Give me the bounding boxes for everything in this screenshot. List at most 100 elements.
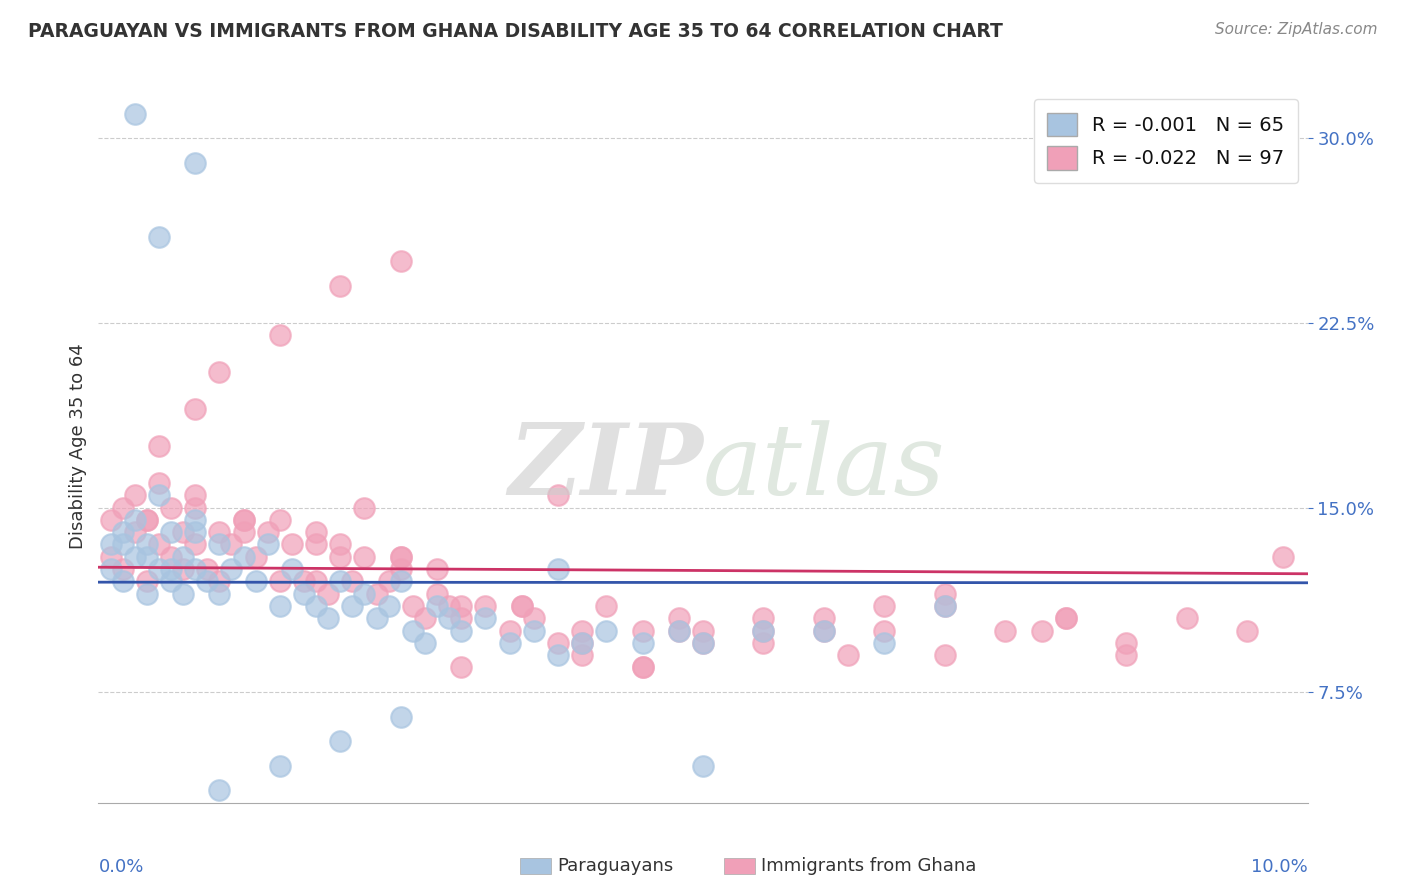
Point (208, 537, 231, 551)
Point (547, 488, 569, 502)
Point (474, 599, 496, 613)
Point (305, 525, 328, 540)
Point (437, 599, 460, 613)
Point (426, 562, 449, 576)
Point (135, 549, 157, 564)
Point (402, 599, 425, 613)
Point (1175, 611, 1198, 625)
Point (1054, 611, 1077, 625)
Point (269, 574, 291, 589)
Point (342, 599, 364, 613)
Point (547, 636, 569, 650)
Point (329, 279, 352, 293)
Point (752, 636, 775, 650)
Point (353, 549, 375, 564)
Text: 0.0%: 0.0% (98, 858, 143, 876)
Point (450, 660, 472, 674)
Point (148, 230, 170, 244)
Point (752, 611, 775, 625)
Point (100, 562, 122, 576)
Point (1115, 648, 1137, 662)
Point (353, 500, 375, 515)
Point (450, 599, 472, 613)
Point (353, 587, 375, 601)
Point (269, 513, 291, 527)
Point (692, 759, 714, 773)
Point (124, 525, 146, 540)
Point (160, 549, 183, 564)
Point (1054, 611, 1077, 625)
Point (329, 537, 352, 551)
Point (172, 549, 194, 564)
Point (305, 537, 328, 551)
Point (631, 636, 654, 650)
Point (402, 624, 425, 638)
Point (111, 525, 134, 540)
Point (100, 549, 122, 564)
Text: atlas: atlas (703, 420, 946, 515)
Point (269, 759, 291, 773)
Point (195, 574, 218, 589)
Point (813, 624, 835, 638)
Point (269, 328, 291, 343)
Point (232, 513, 254, 527)
Point (631, 660, 654, 674)
Point (426, 587, 449, 601)
Point (934, 648, 956, 662)
Point (692, 624, 714, 638)
Point (1115, 636, 1137, 650)
Point (172, 562, 194, 576)
Point (692, 636, 714, 650)
Point (813, 611, 835, 625)
Point (269, 599, 291, 613)
Point (934, 599, 956, 613)
Point (450, 624, 472, 638)
Point (389, 574, 412, 589)
Point (316, 587, 339, 601)
Point (135, 537, 157, 551)
Text: 10.0%: 10.0% (1251, 858, 1308, 876)
Point (873, 624, 896, 638)
Point (184, 488, 207, 502)
Point (208, 365, 231, 379)
Point (389, 562, 412, 576)
Point (813, 624, 835, 638)
Point (571, 636, 593, 650)
Point (148, 562, 170, 576)
Point (523, 624, 546, 638)
Text: ZIP: ZIP (508, 419, 703, 516)
Point (934, 599, 956, 613)
Point (1031, 624, 1053, 638)
Point (377, 599, 399, 613)
Point (752, 624, 775, 638)
Point (184, 500, 207, 515)
Point (377, 574, 399, 589)
Point (474, 611, 496, 625)
Point (413, 636, 436, 650)
Point (256, 525, 278, 540)
Point (245, 574, 267, 589)
Point (221, 537, 243, 551)
Point (389, 549, 412, 564)
Point (498, 624, 520, 638)
Point (148, 439, 170, 453)
Point (547, 648, 569, 662)
Point (329, 549, 352, 564)
Point (135, 574, 157, 589)
Point (148, 537, 170, 551)
Point (329, 574, 352, 589)
Text: Immigrants from Ghana: Immigrants from Ghana (761, 857, 976, 875)
Point (208, 783, 231, 797)
Point (111, 500, 134, 515)
Point (1272, 549, 1295, 564)
Point (934, 587, 956, 601)
Point (595, 624, 617, 638)
Legend: R = -0.001   N = 65, R = -0.022   N = 97: R = -0.001 N = 65, R = -0.022 N = 97 (1033, 99, 1298, 184)
Point (135, 513, 157, 527)
Y-axis label: Disability Age 35 to 64: Disability Age 35 to 64 (69, 343, 87, 549)
Point (305, 574, 328, 589)
Point (837, 648, 859, 662)
Point (498, 636, 520, 650)
Point (450, 611, 472, 625)
Point (595, 599, 617, 613)
